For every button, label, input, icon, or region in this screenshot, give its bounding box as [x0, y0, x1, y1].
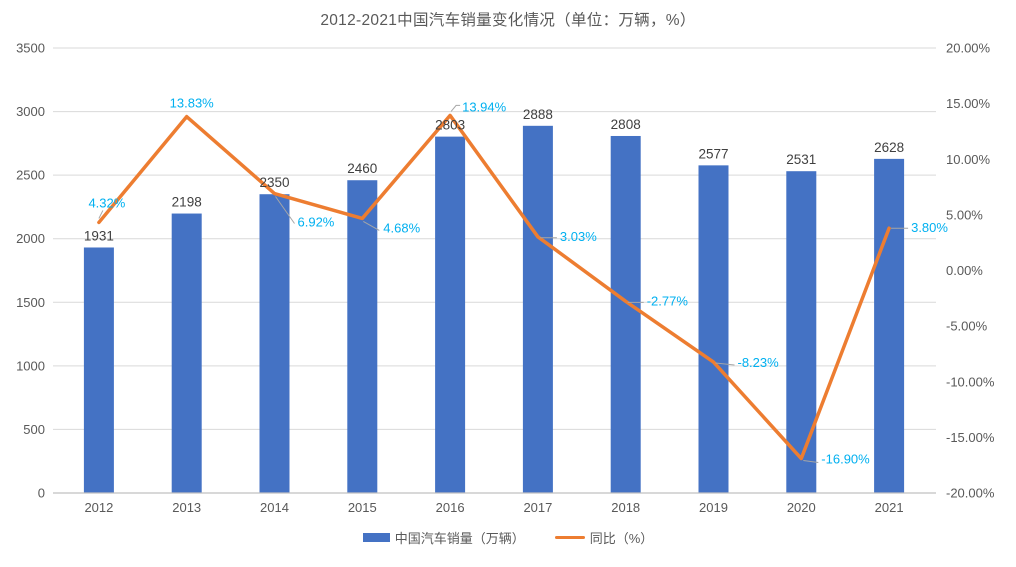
- left-axis-label: 2500: [16, 168, 45, 183]
- chart-title: 2012-2021中国汽车销量变化情况（单位：万辆，%）: [320, 12, 696, 29]
- line-point-label: 4.68%: [383, 220, 420, 235]
- legend-label-yoy: 同比（%）: [589, 531, 654, 546]
- legend-item-yoy: 同比（%）: [554, 528, 654, 547]
- line-point-label: 4.32%: [88, 195, 125, 210]
- right-axis-label: 20.00%: [946, 41, 991, 56]
- line-point-label: 6.92%: [298, 215, 335, 230]
- right-axis-label: -15.00%: [946, 430, 995, 445]
- label-leader-line: [803, 460, 819, 464]
- left-axis-label: 500: [23, 422, 45, 437]
- bar-value-label: 2198: [172, 195, 202, 210]
- right-axis-label: 15.00%: [946, 96, 991, 111]
- bar-value-label: 2531: [786, 152, 816, 167]
- x-axis-label: 2014: [260, 500, 289, 515]
- left-axis-label: 1000: [16, 358, 45, 373]
- line-point-label: -16.90%: [821, 452, 870, 467]
- right-axis-label: 0.00%: [946, 263, 983, 278]
- label-leader-line: [275, 196, 295, 224]
- bar-value-label: 2628: [874, 140, 904, 155]
- bar-value-label: 1931: [84, 228, 114, 243]
- bar-value-label: 2803: [435, 118, 465, 133]
- x-axis-label: 2021: [875, 500, 904, 515]
- line-series: [97, 113, 891, 461]
- right-axis-label: -20.00%: [946, 486, 995, 501]
- left-axis-label: 3000: [16, 104, 45, 119]
- left-axis-label: 2000: [16, 231, 45, 246]
- left-axis-label: 3500: [16, 41, 45, 56]
- x-axis-label: 2015: [348, 500, 377, 515]
- bar: [786, 171, 817, 494]
- bar: [698, 165, 729, 494]
- x-axis-label: 2016: [436, 500, 465, 515]
- bar-value-label: 2888: [523, 107, 553, 122]
- line-point-label: 3.03%: [560, 229, 597, 244]
- bar-series-swatch-icon: [362, 533, 390, 542]
- bar: [610, 135, 641, 494]
- bar: [83, 247, 114, 493]
- bar: [435, 136, 466, 493]
- bar-value-label: 2577: [698, 146, 728, 161]
- right-axis-label: 10.00%: [946, 152, 991, 167]
- x-axis-label: 2013: [172, 500, 201, 515]
- line-point-label: -8.23%: [738, 355, 780, 370]
- x-axis-label: 2017: [523, 500, 552, 515]
- line-point-label: -2.77%: [647, 293, 689, 308]
- legend: 中国汽车销量（万辆） 同比（%）: [0, 528, 1016, 547]
- bar-value-label: 2808: [611, 117, 641, 132]
- bar-value-label: 2460: [347, 161, 377, 176]
- bar: [171, 213, 202, 494]
- line-series-swatch-icon: [554, 535, 585, 540]
- label-leader-line: [98, 210, 104, 219]
- legend-item-sales: 中国汽车销量（万辆）: [362, 528, 525, 547]
- left-axis-label: 0: [38, 486, 45, 501]
- legend-label-sales: 中国汽车销量（万辆）: [394, 531, 525, 546]
- line-point-label: 13.83%: [170, 96, 215, 111]
- bar-value-label: 2350: [259, 175, 289, 190]
- bar: [522, 125, 553, 493]
- label-leader-line: [450, 104, 461, 112]
- x-axis-label: 2020: [787, 500, 816, 515]
- bar: [259, 194, 290, 493]
- x-axis-label: 2018: [611, 500, 640, 515]
- right-axis-label: 5.00%: [946, 207, 983, 222]
- label-leader-line: [715, 362, 735, 366]
- left-axis-label: 1500: [16, 295, 45, 310]
- right-axis-label: -10.00%: [946, 374, 995, 389]
- x-axis-label: 2019: [699, 500, 728, 515]
- bar: [874, 158, 905, 493]
- bar: [347, 180, 378, 493]
- x-axis-label: 2012: [84, 500, 113, 515]
- line-point-label: 13.94%: [462, 99, 507, 114]
- label-leader-line: [363, 220, 380, 231]
- line-point-label: 3.80%: [911, 220, 948, 235]
- right-axis-label: -5.00%: [946, 319, 988, 334]
